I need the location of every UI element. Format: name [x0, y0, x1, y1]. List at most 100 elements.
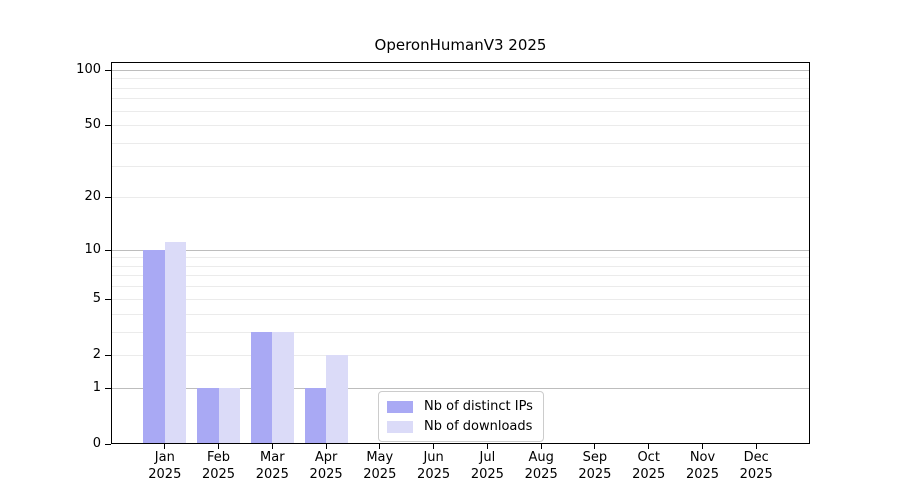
legend-swatch-distinct-ips [387, 400, 413, 413]
x-tick-month: Nov [689, 450, 716, 465]
x-tick-mark [755, 444, 757, 449]
x-tick-month: Jun [423, 450, 444, 465]
x-tick-year: 2025 [309, 467, 343, 482]
x-tick-label: Nov 2025 [686, 449, 719, 483]
x-tick-mark [540, 444, 542, 449]
legend-item-downloads: Nb of downloads [387, 419, 533, 434]
y-gridline-major [112, 249, 809, 251]
x-tick-year: 2025 [632, 467, 666, 482]
y-tick-mark [105, 387, 111, 389]
y-tick-mark [105, 197, 111, 199]
bar-nb-of-distinct-ips-apr [304, 387, 327, 444]
x-tick-label: Apr 2025 [310, 449, 343, 483]
x-tick-year: 2025 [470, 467, 504, 482]
x-tick-month: Feb [206, 450, 231, 465]
x-tick-month: May [366, 450, 394, 465]
plot-area [111, 62, 810, 444]
x-tick-mark [325, 444, 327, 449]
y-gridline-minor [112, 298, 809, 300]
legend-label-downloads: Nb of downloads [424, 419, 533, 434]
x-tick-mark [486, 444, 488, 449]
x-tick-mark [648, 444, 650, 449]
bar-nb-of-downloads-jan [164, 242, 187, 444]
y-gridline-minor [112, 265, 809, 267]
x-tick-label: Aug 2025 [525, 449, 558, 483]
x-tick-month: Apr [314, 450, 338, 465]
bar-nb-of-downloads-feb [218, 387, 240, 444]
y-gridline-minor [112, 286, 809, 288]
y-gridline-minor [112, 142, 809, 144]
x-tick-label: Jul 2025 [471, 449, 504, 483]
x-tick-month: Jan [154, 450, 175, 465]
legend: Nb of distinct IPs Nb of downloads [378, 391, 544, 442]
x-tick-month: Aug [528, 450, 554, 465]
x-tick-month: Mar [260, 450, 285, 465]
y-gridline-minor [112, 87, 809, 89]
y-gridline-major [112, 69, 809, 71]
x-tick-mark [271, 444, 273, 449]
x-tick-mark [164, 444, 166, 449]
legend-swatch-downloads [387, 420, 413, 433]
x-tick-mark [379, 444, 381, 449]
y-gridline-minor [112, 313, 809, 315]
y-gridline-minor [112, 98, 809, 100]
y-tick-mark [105, 249, 111, 251]
x-tick-mark [218, 444, 219, 449]
x-tick-year: 2025 [363, 467, 397, 482]
x-tick-year: 2025 [148, 467, 182, 482]
x-tick-label: Sep 2025 [578, 449, 611, 483]
x-tick-label: Mar 2025 [256, 449, 289, 483]
x-tick-year: 2025 [685, 467, 720, 482]
y-gridline-minor [112, 257, 809, 259]
x-tick-mark [702, 444, 703, 449]
legend-label-distinct-ips: Nb of distinct IPs [424, 399, 533, 414]
x-tick-year: 2025 [578, 467, 612, 482]
x-tick-year: 2025 [739, 467, 773, 482]
y-gridline-minor [112, 354, 809, 356]
y-tick-label: 5 [92, 290, 101, 306]
y-tick-label: 20 [84, 189, 101, 205]
x-tick-year: 2025 [524, 467, 558, 482]
y-tick-mark [105, 69, 111, 71]
x-tick-year: 2025 [255, 467, 289, 482]
y-gridline-minor [112, 165, 809, 167]
x-tick-month: Oct [637, 450, 660, 465]
x-tick-label: May 2025 [363, 449, 396, 483]
bar-nb-of-downloads-mar [272, 331, 294, 444]
bar-nb-of-distinct-ips-jan [143, 249, 165, 444]
y-gridline-minor [112, 275, 809, 277]
y-tick-label: 1 [92, 379, 101, 395]
y-tick-label: 0 [92, 436, 101, 451]
bar-nb-of-downloads-apr [326, 354, 348, 444]
y-gridline-minor [112, 197, 809, 199]
y-tick-label: 10 [84, 241, 101, 257]
x-tick-label: Jan 2025 [148, 449, 181, 483]
y-tick-mark [105, 354, 111, 356]
y-gridline-minor [112, 110, 809, 112]
y-tick-mark [105, 125, 111, 127]
x-tick-label: Oct 2025 [632, 449, 665, 483]
y-tick-mark [105, 298, 111, 300]
y-tick-mark [105, 444, 111, 445]
x-tick-mark [433, 444, 435, 449]
bar-nb-of-distinct-ips-mar [250, 331, 273, 444]
legend-item-distinct-ips: Nb of distinct IPs [387, 399, 533, 414]
y-tick-label: 2 [92, 346, 101, 362]
x-tick-year: 2025 [201, 467, 236, 482]
x-tick-month: Sep [582, 450, 608, 465]
y-tick-label: 100 [76, 61, 101, 77]
y-gridline-minor [112, 125, 809, 127]
chart-title: OperonHumanV3 2025 [374, 36, 547, 54]
x-tick-month: Jul [479, 450, 496, 465]
x-tick-label: Jun 2025 [417, 449, 450, 483]
x-tick-year: 2025 [417, 467, 451, 482]
y-gridline-minor [112, 78, 809, 80]
y-gridline-minor [112, 331, 809, 333]
bar-nb-of-distinct-ips-feb [197, 387, 219, 444]
x-tick-label: Dec 2025 [740, 449, 773, 483]
x-tick-label: Feb 2025 [202, 449, 235, 483]
y-gridline-major [112, 387, 809, 389]
y-tick-label: 50 [84, 117, 101, 133]
x-tick-mark [594, 444, 596, 449]
